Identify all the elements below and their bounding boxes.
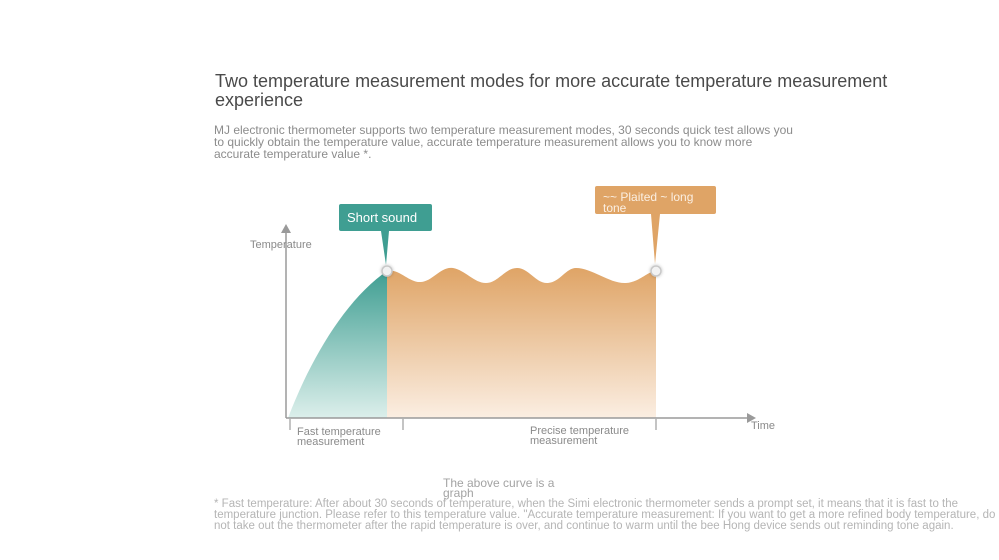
intro-paragraph: MJ electronic thermometer supports two t…	[214, 123, 793, 161]
callout-long-tone-label: ~~ Plaited ~ long tone	[603, 190, 694, 215]
y-axis-arrow	[281, 224, 291, 233]
footnote-text: * Fast temperature: After about 30 secon…	[214, 498, 996, 532]
fast-phase-area	[288, 271, 387, 418]
callout-long-tone-bubble	[595, 186, 716, 214]
callout-short-sound-label: Short sound	[347, 210, 418, 225]
short-sound-marker	[381, 265, 393, 277]
precise-phase-area	[387, 267, 656, 418]
fast-phase-label: Fast temperature measurement	[297, 426, 381, 448]
x-axis-label: Time	[751, 420, 776, 432]
x-axis-arrow	[747, 413, 756, 423]
callout-short-sound-pointer	[381, 231, 389, 265]
y-axis-label: Temperature	[250, 239, 312, 251]
callout-long-tone-pointer	[651, 214, 660, 264]
graph-caption: The above curve is a graph	[443, 476, 555, 500]
long-tone-marker	[650, 265, 662, 277]
page-headline: Two temperature measurement modes for mo…	[215, 71, 888, 110]
callout-short-sound-bubble	[339, 204, 432, 231]
precise-phase-label: Precise temperature measurement	[530, 425, 630, 447]
